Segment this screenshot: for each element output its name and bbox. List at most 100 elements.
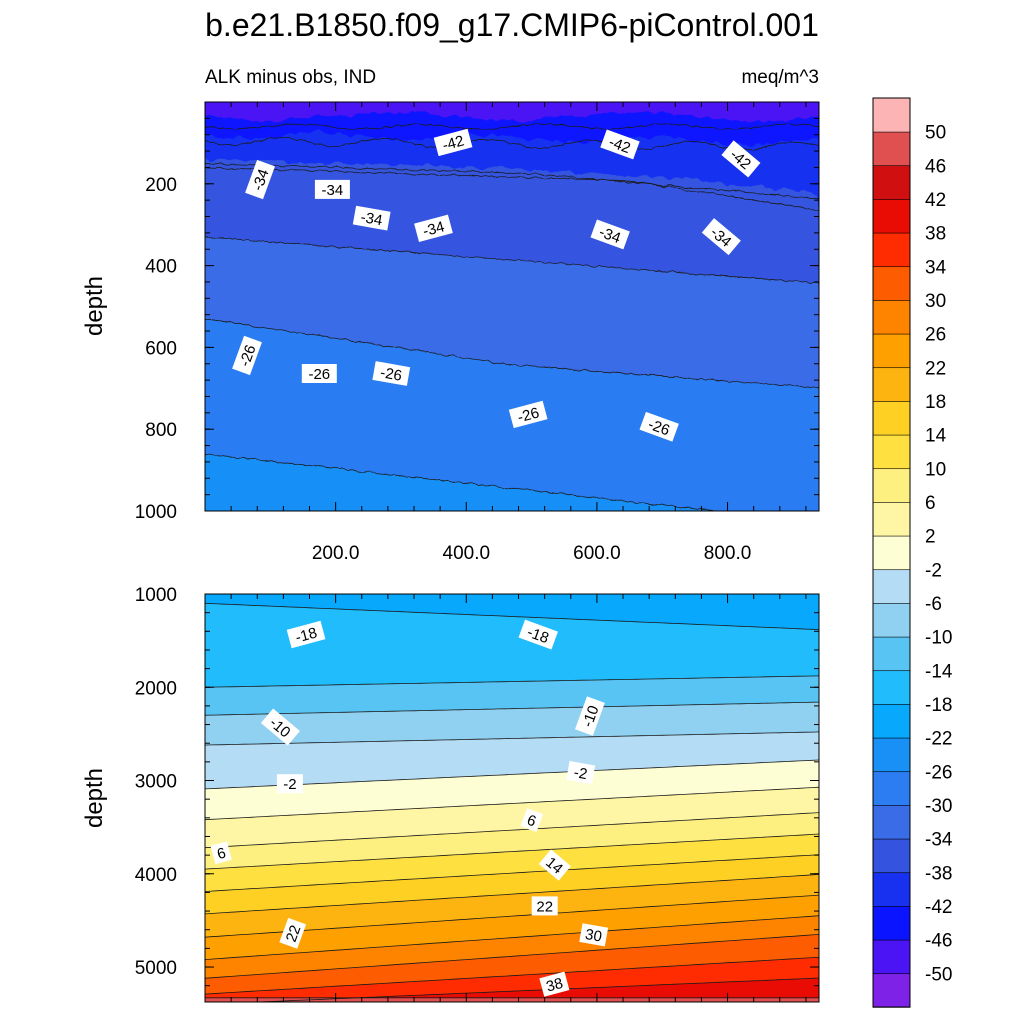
contour-label-text: -26 (379, 364, 403, 385)
colorbar-swatch (872, 299, 911, 335)
contour-label: 14 (538, 849, 571, 881)
colorbar-swatch (872, 569, 911, 604)
contour-line (205, 162, 819, 200)
y-tick-label: 3000 (135, 772, 177, 793)
contour-label-text: -34 (421, 218, 446, 240)
contour-label-background (518, 619, 558, 650)
contour-label: -26 (301, 364, 337, 383)
contour-label: -2 (566, 760, 596, 785)
colorbar-label: 22 (925, 358, 946, 379)
contour-label: 30 (579, 923, 609, 947)
contour-label-background (210, 841, 232, 865)
contour-label-background (279, 917, 307, 949)
contour-label-text: -34 (322, 182, 344, 199)
contour-label: -34 (314, 179, 350, 199)
contour-line (205, 854, 819, 892)
colorbar-swatch (872, 333, 911, 369)
x-tick-label: 600.0 (573, 543, 621, 564)
colorbar-swatch (872, 198, 911, 234)
contour-label: 6 (520, 808, 544, 832)
colorbar-swatch (872, 939, 911, 975)
colorbar-label: -42 (925, 897, 952, 918)
contour-label-text: 30 (584, 926, 603, 946)
y-tick-label: 1000 (135, 585, 177, 606)
colorbar-swatch (872, 400, 911, 436)
colorbar-label: 50 (925, 123, 946, 144)
colorbar-swatch (872, 266, 911, 301)
contour-line (205, 167, 819, 211)
contour-line (205, 894, 819, 938)
upper-contour-lines (205, 123, 819, 511)
contour-line (250, 977, 819, 1002)
contour-label-text: -34 (249, 167, 272, 193)
colorbar-swatch (872, 232, 911, 268)
contour-line (205, 934, 819, 979)
x-tick-label: 200.0 (312, 543, 360, 564)
colorbar-swatch (872, 434, 911, 470)
contour-line (205, 812, 819, 849)
colorbar-label: -10 (925, 628, 952, 649)
upper-subtitle-left: ALK minus obs, IND (205, 67, 376, 88)
contour-label-text: 22 (536, 898, 553, 915)
contour-label-text: 38 (544, 975, 565, 996)
contour-label: 22 (279, 917, 307, 949)
colorbar-label: -2 (925, 560, 942, 581)
contour-label: -26 (232, 335, 262, 376)
contour-label: -42 (433, 128, 473, 157)
contour-label-background (566, 760, 596, 785)
contour-label: -10 (575, 696, 605, 736)
contour-label: 38 (539, 971, 570, 997)
contour-line (205, 915, 819, 960)
contour-label-background (575, 696, 605, 736)
contour-label-background (600, 129, 640, 160)
colorbar-label: 42 (925, 190, 946, 211)
colorbar-swatch (872, 535, 911, 571)
contour-label-background (276, 774, 303, 794)
contour-label-background (538, 849, 571, 881)
contour-band (205, 997, 819, 1002)
upper-subtitle-right: meq/m^3 (741, 67, 819, 88)
y-tick-label: 400 (145, 257, 177, 278)
contour-label: -34 (414, 214, 453, 243)
contour-label-background (245, 159, 275, 200)
contour-label: -34 (245, 159, 275, 200)
contour-label-background (433, 128, 473, 157)
contour-label: -42 (600, 129, 640, 160)
colorbar-label: -46 (925, 931, 952, 952)
contour-label: -18 (286, 620, 326, 649)
colorbar-label: -22 (925, 729, 952, 750)
colorbar-frame (872, 97, 911, 1008)
contour-label-text: -26 (516, 404, 541, 426)
contour-line (205, 759, 819, 790)
contour-line (205, 786, 819, 821)
contour-label-background (232, 335, 262, 376)
contour-label: -26 (639, 411, 679, 442)
contour-line (205, 874, 819, 915)
contour-label-background (721, 140, 761, 178)
y-tick-label: 800 (145, 420, 177, 441)
contour-label: -26 (372, 361, 411, 386)
contour-line (205, 833, 819, 870)
upper-contour-fill (205, 102, 819, 511)
y-tick-label: 1000 (135, 502, 177, 523)
contour-line (205, 731, 819, 746)
contour-label-background (260, 708, 300, 746)
colorbar-label: -34 (925, 830, 953, 851)
contour-label-text: -2 (283, 776, 296, 793)
lower-axes: 1000 2000 3000 4000 5000 (135, 585, 819, 1002)
contour-label-background (301, 364, 337, 383)
contour-line (205, 137, 819, 151)
colorbar-swatch (872, 636, 911, 672)
contour-label-text: 22 (283, 923, 305, 944)
colorbar-label: -38 (925, 863, 952, 884)
x-tick-label: 800.0 (704, 543, 752, 564)
colorbar-label: -6 (925, 594, 942, 615)
upper-plot-frame (204, 101, 820, 512)
colorbar-label: 6 (925, 493, 936, 514)
contour-label: 6 (210, 841, 232, 865)
contour-label: -34 (352, 205, 391, 231)
colorbar-swatch (872, 468, 911, 503)
colorbar-swatch (872, 602, 911, 638)
